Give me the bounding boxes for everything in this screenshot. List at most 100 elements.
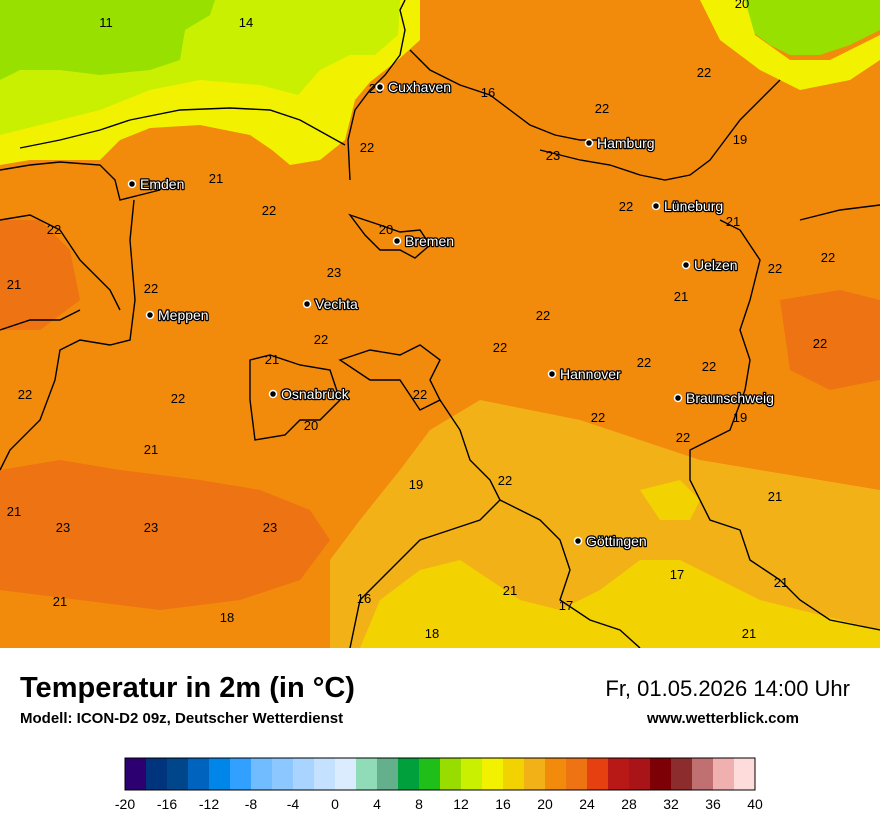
temperature-value: 22: [314, 332, 328, 347]
scale-color-box: [545, 758, 567, 790]
temperature-value: 23: [144, 520, 158, 535]
city-label: Vechta: [315, 296, 358, 312]
temperature-value: 20: [379, 222, 393, 237]
temperature-value: 21: [503, 583, 517, 598]
temperature-value: 21: [209, 171, 223, 186]
scale-tick-label: -8: [245, 796, 258, 812]
temperature-value: 22: [697, 65, 711, 80]
scale-color-box: [251, 758, 273, 790]
map-title: Temperatur in 2m (in °C): [20, 672, 355, 704]
temperature-value: 22: [595, 101, 609, 116]
city-label: Uelzen: [694, 257, 738, 273]
scale-color-box: [650, 758, 672, 790]
scale-color-box: [335, 758, 357, 790]
temperature-value: 22: [171, 391, 185, 406]
city-dot: [145, 310, 155, 320]
temperature-value: 19: [409, 477, 423, 492]
scale-color-box: [314, 758, 336, 790]
scale-frame: [124, 757, 756, 791]
temperature-value: 21: [53, 594, 67, 609]
temperature-value: 21: [726, 214, 740, 229]
temperature-value: 23: [327, 265, 341, 280]
city-label: Bremen: [405, 233, 454, 249]
scale-tick-label: 36: [705, 796, 721, 812]
temperature-value: 23: [56, 520, 70, 535]
scale-color-box: [503, 758, 525, 790]
website-link[interactable]: www.wetterblick.com: [647, 710, 799, 727]
scale-color-box: [125, 758, 147, 790]
city-dot: [673, 393, 683, 403]
city-label: Cuxhaven: [388, 79, 451, 95]
scale-color-box: [146, 758, 168, 790]
scale-color-box: [671, 758, 693, 790]
scale-tick-label: 12: [453, 796, 469, 812]
borders: [0, 0, 880, 648]
scale-tick-label: 8: [415, 796, 423, 812]
region-dark-southwest: [0, 460, 330, 610]
temperature-value: 22: [768, 261, 782, 276]
forecast-datetime: Fr, 01.05.2026 14:00 Uhr: [605, 676, 850, 701]
city-label: Göttingen: [586, 533, 647, 549]
city-label: Braunschweig: [686, 390, 774, 406]
scale-color-box: [524, 758, 546, 790]
scale-color-box: [167, 758, 189, 790]
scale-color-box: [230, 758, 252, 790]
temperature-value: 21: [265, 352, 279, 367]
footer-panel: Temperatur in 2m (in °C) Modell: ICON-D2…: [0, 648, 880, 830]
scale-tick-label: -16: [157, 796, 177, 812]
baltic-sea-yellow: [700, 0, 880, 90]
city-label: Emden: [140, 176, 184, 192]
temperature-value: 21: [768, 489, 782, 504]
temperature-value: 23: [263, 520, 277, 535]
region-dark-east: [780, 290, 880, 390]
scale-color-box: [629, 758, 651, 790]
temperature-value: 22: [493, 340, 507, 355]
baltic-sea-green: [745, 0, 880, 55]
city-dot: [573, 536, 583, 546]
temperature-value: 21: [742, 626, 756, 641]
temperature-value: 21: [7, 504, 21, 519]
temperature-map: 11 14 20 23 16 22 22 19 23 22 21 22 22 21 22 20 21 23 22 22…: [0, 0, 880, 648]
scale-color-box: [440, 758, 462, 790]
region-lighter-south: [360, 560, 880, 648]
temperature-value: 20: [735, 0, 749, 11]
scale-color-box: [734, 758, 756, 790]
scale-tick-label: 20: [537, 796, 553, 812]
temperature-value: 22: [413, 387, 427, 402]
temperature-value: 20: [304, 418, 318, 433]
city-label: Hamburg: [597, 135, 655, 151]
temperature-value: 22: [702, 359, 716, 374]
scale-color-box: [566, 758, 588, 790]
scale-tick-label: 4: [373, 796, 381, 812]
temperature-value: 22: [262, 203, 276, 218]
scale-color-box: [461, 758, 483, 790]
city-label: Lüneburg: [664, 198, 723, 214]
region-dark-west: [0, 220, 80, 330]
temperature-value: 18: [425, 626, 439, 641]
scale-tick-label: -4: [287, 796, 300, 812]
scale-tick-label: -12: [199, 796, 219, 812]
temperature-value: 16: [481, 85, 495, 100]
scale-tick-label: 16: [495, 796, 511, 812]
city-label: Osnabrück: [281, 386, 350, 402]
temperature-value: 19: [733, 410, 747, 425]
temperature-value: 19: [733, 132, 747, 147]
scale-color-box: [293, 758, 315, 790]
temperature-value: 22: [591, 410, 605, 425]
scale-color-box: [608, 758, 630, 790]
color-scale: -20 -16 -12 -8 -4 0 4 8 12 16 20 24 28 32 36 40: [115, 757, 763, 812]
temperature-value: 21: [7, 277, 21, 292]
scale-tick-label: 32: [663, 796, 679, 812]
scale-tick-label: 0: [331, 796, 339, 812]
temperature-value: 22: [637, 355, 651, 370]
city-dot: [392, 236, 402, 246]
scale-tick-label: -20: [115, 796, 135, 812]
temperature-value: 22: [498, 473, 512, 488]
temperature-value: 22: [144, 281, 158, 296]
temperature-value: 22: [536, 308, 550, 323]
temperature-value: 22: [676, 430, 690, 445]
temperature-value: 14: [239, 15, 253, 30]
scale-color-box: [713, 758, 735, 790]
scale-color-box: [692, 758, 714, 790]
temperature-value: 22: [18, 387, 32, 402]
